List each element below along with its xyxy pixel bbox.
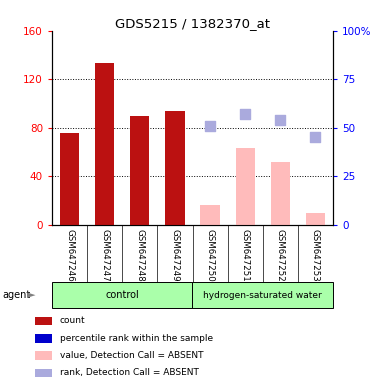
Title: GDS5215 / 1382370_at: GDS5215 / 1382370_at bbox=[115, 17, 270, 30]
Bar bbox=[201, 205, 220, 225]
Text: GSM647248: GSM647248 bbox=[135, 229, 144, 282]
Text: GSM647247: GSM647247 bbox=[100, 229, 109, 282]
Text: count: count bbox=[60, 316, 85, 326]
Text: rank, Detection Call = ABSENT: rank, Detection Call = ABSENT bbox=[60, 368, 199, 377]
Point bbox=[137, 0, 143, 5]
Point bbox=[242, 111, 248, 117]
Bar bbox=[306, 212, 325, 225]
Bar bbox=[60, 132, 79, 225]
Text: GSM647249: GSM647249 bbox=[171, 229, 179, 282]
Bar bbox=[192, 282, 333, 308]
Bar bbox=[35, 369, 52, 377]
Text: ►: ► bbox=[27, 290, 35, 300]
Text: control: control bbox=[105, 290, 139, 300]
Point bbox=[312, 134, 318, 141]
Bar bbox=[236, 148, 255, 225]
Bar bbox=[52, 282, 192, 308]
Text: GSM647246: GSM647246 bbox=[65, 229, 74, 282]
Text: percentile rank within the sample: percentile rank within the sample bbox=[60, 334, 213, 343]
Text: hydrogen-saturated water: hydrogen-saturated water bbox=[203, 291, 322, 300]
Bar bbox=[35, 351, 52, 360]
Bar bbox=[95, 63, 114, 225]
Text: value, Detection Call = ABSENT: value, Detection Call = ABSENT bbox=[60, 351, 203, 360]
Point bbox=[207, 122, 213, 129]
Text: GSM647252: GSM647252 bbox=[276, 229, 285, 282]
Bar bbox=[35, 317, 52, 325]
Text: GSM647250: GSM647250 bbox=[206, 229, 214, 282]
Bar bbox=[271, 162, 290, 225]
Point bbox=[277, 117, 283, 123]
Bar bbox=[130, 116, 149, 225]
Text: GSM647251: GSM647251 bbox=[241, 229, 250, 282]
Text: agent: agent bbox=[2, 290, 30, 300]
Text: GSM647253: GSM647253 bbox=[311, 229, 320, 282]
Bar bbox=[35, 334, 52, 343]
Point bbox=[67, 14, 73, 20]
Bar bbox=[165, 111, 184, 225]
